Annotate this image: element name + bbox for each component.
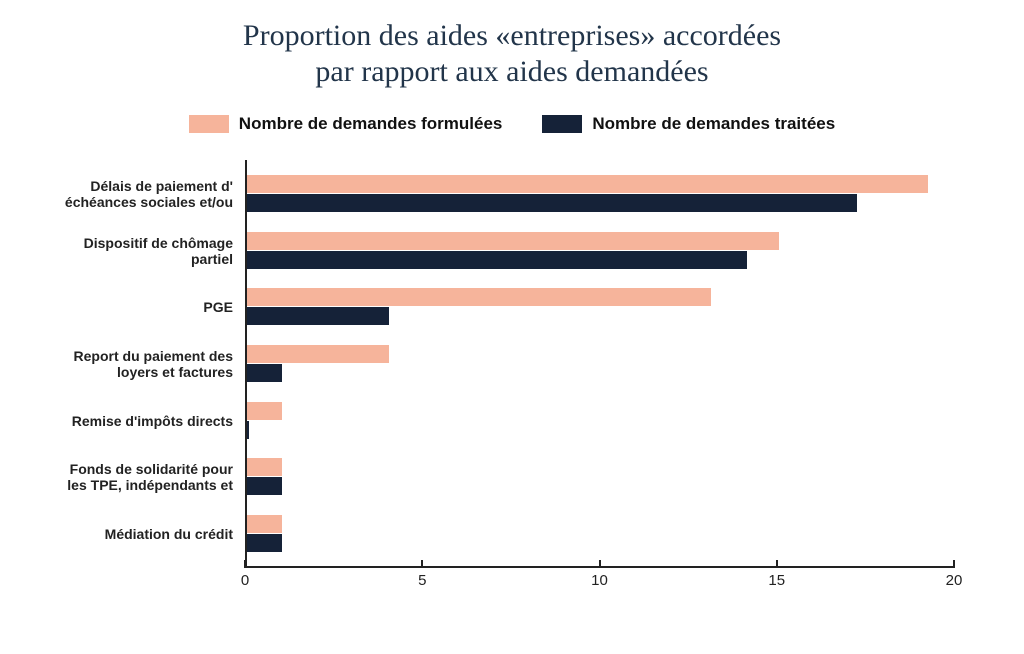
legend-item-series2: Nombre de demandes traitées [542,114,835,134]
chart-title: Proportion des aides «entreprises» accor… [30,18,994,90]
legend-label-series1: Nombre de demandes formulées [239,114,503,134]
bar-series1 [247,175,928,193]
x-tick [244,560,246,568]
plot-area: Délais de paiement d'échéances sociales … [245,160,954,590]
x-tick [599,560,601,568]
bar-series1 [247,515,282,533]
bar-series2 [247,364,282,382]
legend-item-series1: Nombre de demandes formulées [189,114,503,134]
x-tick-label: 15 [768,572,785,589]
x-tick [776,560,778,568]
category-row: Report du paiement desloyers et factures [245,341,954,387]
chart-title-line2: par rapport aux aides demandées [315,55,708,88]
x-tick [421,560,423,568]
bar-series2 [247,477,282,495]
bar-series2 [247,307,389,325]
bar-series1 [247,458,282,476]
category-label: Fonds de solidarité pourles TPE, indépen… [45,461,245,493]
category-label: Remise d'impôts directs [45,412,245,428]
category-row: PGE [245,284,954,330]
legend-label-series2: Nombre de demandes traitées [592,114,835,134]
category-row: Remise d'impôts directs [245,398,954,444]
x-tick-label: 10 [591,572,608,589]
categories: Délais de paiement d'échéances sociales … [245,166,954,562]
category-label: Médiation du crédit [45,526,245,542]
legend: Nombre de demandes formulées Nombre de d… [30,114,994,134]
legend-swatch-series1 [189,115,229,133]
x-axis-ticks: 05101520 [245,568,954,590]
bar-series1 [247,402,282,420]
category-label: Report du paiement desloyers et factures [45,348,245,380]
legend-swatch-series2 [542,115,582,133]
category-row: Fonds de solidarité pourles TPE, indépen… [245,454,954,500]
category-row: Dispositif de chômagepartiel [245,228,954,274]
bar-series1 [247,232,779,250]
bar-series2 [247,421,249,439]
bar-series2 [247,194,857,212]
category-label: Délais de paiement d'échéances sociales … [45,178,245,210]
chart-title-line1: Proportion des aides «entreprises» accor… [243,19,781,52]
category-label: PGE [45,299,245,315]
x-tick-label: 20 [946,572,963,589]
x-tick-label: 0 [241,572,249,589]
category-label: Dispositif de chômagepartiel [45,235,245,267]
chart-container: Proportion des aides «entreprises» accor… [0,0,1024,654]
category-row: Délais de paiement d'échéances sociales … [245,171,954,217]
category-row: Médiation du crédit [245,511,954,557]
bar-series2 [247,534,282,552]
x-tick-label: 5 [418,572,426,589]
bar-series1 [247,288,711,306]
x-tick [953,560,955,568]
bar-series2 [247,251,747,269]
bar-series1 [247,345,389,363]
